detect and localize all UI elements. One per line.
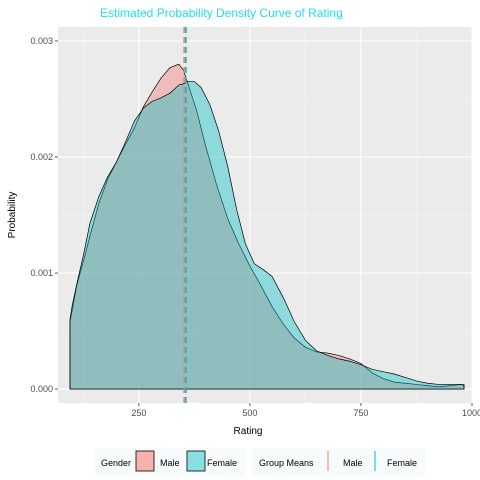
- legend-key-male: [135, 450, 155, 472]
- legend-mean-male-label: Male: [343, 458, 363, 468]
- legend-key-female: [186, 450, 206, 472]
- x-axis: 250 500 750 1000: [131, 403, 480, 418]
- legend-fill-title: Gender: [101, 458, 131, 468]
- density-area-female: [69, 81, 465, 390]
- x-axis-title: Rating: [234, 426, 263, 437]
- legend-line-box: [252, 448, 426, 476]
- grid-lines: [58, 27, 473, 403]
- y-tick-label: 0.003: [30, 36, 53, 46]
- chart-title: Estimated Probability Density Curve of R…: [100, 6, 343, 20]
- x-tick-label: 250: [131, 408, 146, 418]
- legend-line-title: Group Means: [259, 458, 314, 468]
- y-tick-label: 0.001: [30, 268, 53, 278]
- legend-label-female: Female: [207, 458, 237, 468]
- x-tick-label: 750: [353, 408, 368, 418]
- y-axis-title: Probability: [7, 192, 18, 239]
- y-tick-label: 0.000: [30, 384, 53, 394]
- group-mean-lines: [183, 27, 187, 403]
- legend-label-male: Male: [160, 458, 180, 468]
- legend-fill-box: [95, 448, 245, 476]
- density-area-male: [69, 63, 465, 390]
- legend: Gender Male Female Group Means Male Fema…: [95, 448, 426, 476]
- legend-mean-female-label: Female: [387, 458, 417, 468]
- x-tick-label: 1000: [462, 408, 480, 418]
- x-tick-label: 500: [242, 408, 257, 418]
- y-axis: 0.000 0.001 0.002 0.003: [30, 36, 58, 394]
- density-series: [69, 63, 465, 390]
- y-tick-label: 0.002: [30, 152, 53, 162]
